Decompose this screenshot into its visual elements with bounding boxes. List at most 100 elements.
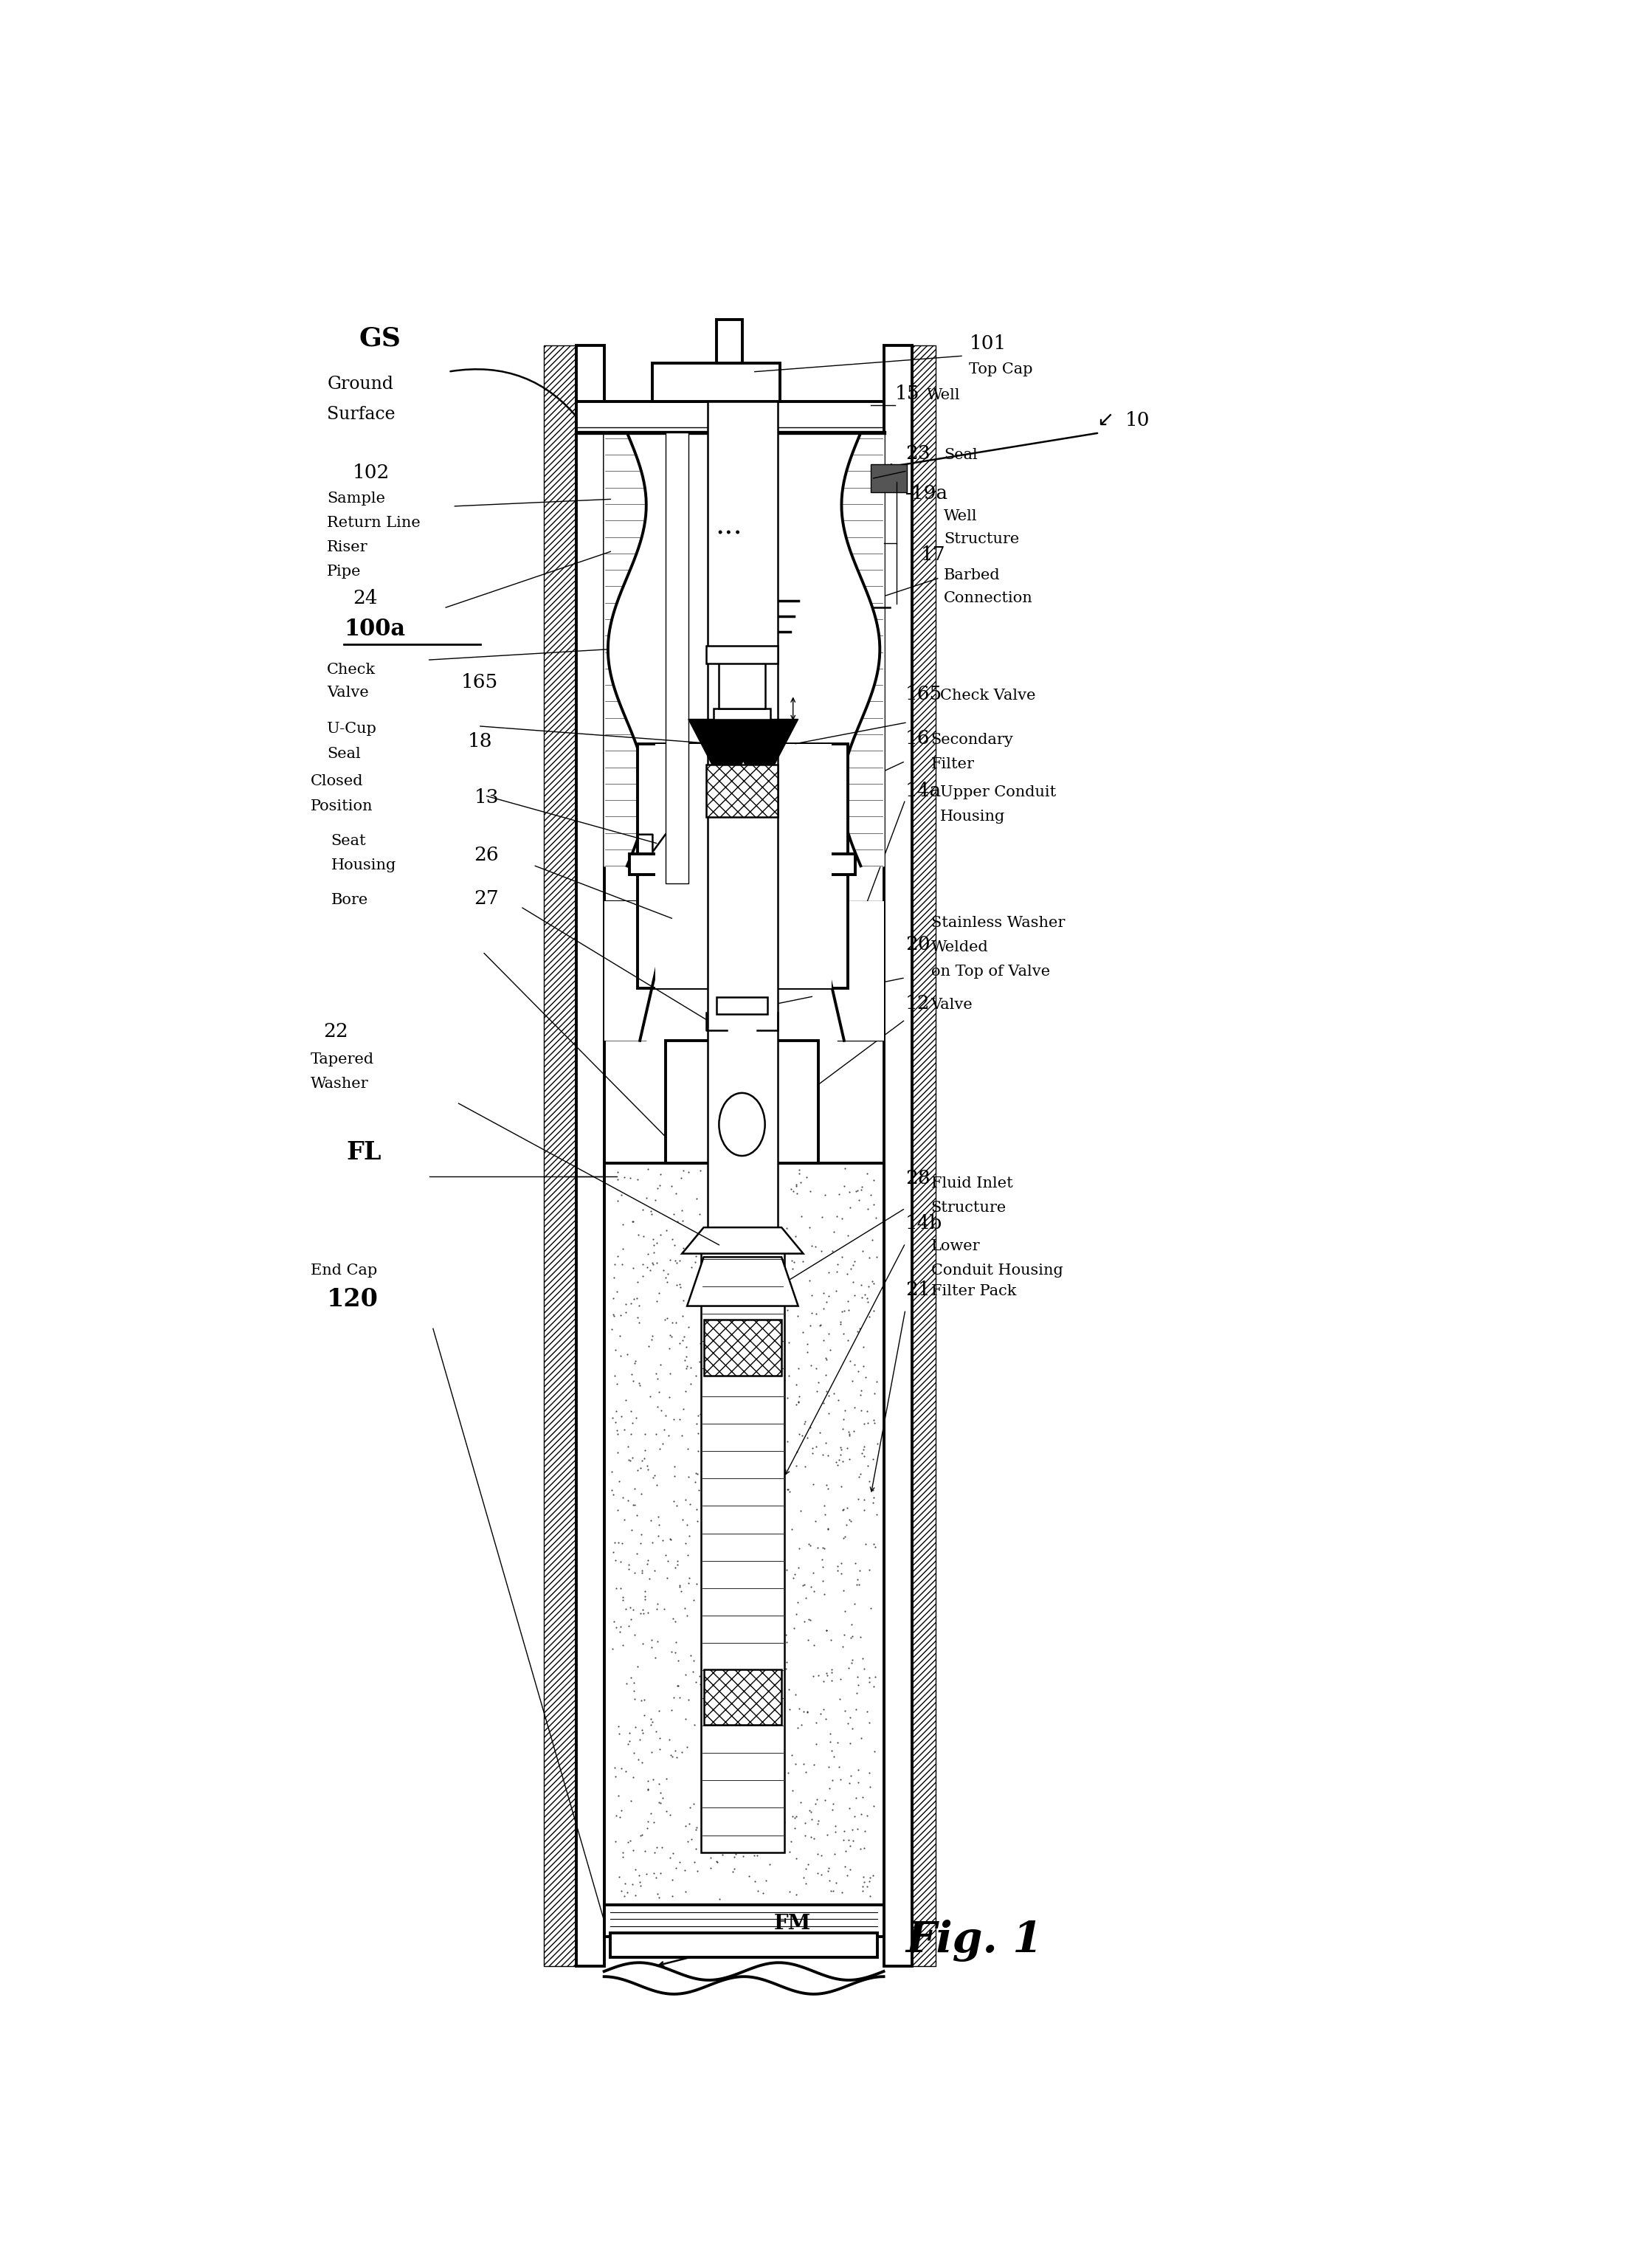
Point bbox=[776, 1873, 802, 1910]
Point bbox=[810, 1290, 837, 1327]
Point bbox=[685, 1433, 712, 1470]
Point bbox=[606, 1799, 632, 1835]
Point bbox=[759, 1730, 786, 1767]
Point bbox=[731, 1753, 758, 1789]
Point bbox=[626, 1288, 652, 1325]
Point bbox=[647, 1216, 674, 1252]
Point bbox=[634, 1542, 660, 1579]
Point bbox=[845, 1560, 871, 1597]
Point bbox=[815, 1853, 842, 1889]
Point bbox=[815, 1254, 842, 1290]
Point bbox=[861, 1529, 888, 1565]
Point bbox=[674, 1329, 700, 1365]
Text: FL: FL bbox=[346, 1141, 382, 1163]
Point bbox=[685, 1415, 712, 1452]
Point bbox=[677, 1486, 703, 1522]
Point bbox=[644, 1828, 670, 1864]
Point bbox=[837, 1828, 863, 1864]
Polygon shape bbox=[812, 900, 884, 1041]
Point bbox=[684, 1810, 710, 1846]
Point bbox=[774, 1755, 800, 1792]
Point bbox=[754, 1708, 781, 1744]
Point bbox=[830, 1411, 856, 1447]
Point bbox=[604, 1778, 631, 1814]
Point bbox=[837, 1501, 863, 1538]
Text: Washer: Washer bbox=[311, 1077, 369, 1091]
Point bbox=[657, 1520, 684, 1556]
Point bbox=[667, 1567, 693, 1603]
Point bbox=[796, 1263, 822, 1300]
Point bbox=[858, 1177, 884, 1213]
Point bbox=[616, 1590, 642, 1626]
Point bbox=[723, 1803, 749, 1839]
Point bbox=[598, 1454, 624, 1490]
Point bbox=[784, 1597, 810, 1633]
Point bbox=[657, 1329, 684, 1365]
Point bbox=[733, 1717, 759, 1753]
Point bbox=[840, 1823, 866, 1860]
Point bbox=[618, 1286, 644, 1322]
Point bbox=[629, 1191, 656, 1227]
Point bbox=[848, 1372, 875, 1408]
Text: Well: Well bbox=[927, 388, 960, 404]
Point bbox=[822, 1814, 848, 1851]
Point bbox=[608, 1792, 634, 1828]
Point bbox=[799, 1277, 825, 1313]
Point bbox=[860, 1787, 886, 1823]
Point bbox=[672, 1656, 698, 1692]
Point bbox=[860, 1857, 886, 1894]
Point bbox=[766, 1728, 792, 1765]
Point bbox=[664, 1740, 690, 1776]
Point bbox=[851, 1438, 878, 1474]
Point bbox=[690, 1771, 716, 1808]
Point bbox=[628, 1867, 654, 1903]
Point bbox=[842, 1390, 868, 1427]
Point bbox=[672, 1853, 698, 1889]
Point bbox=[828, 1293, 855, 1329]
Point bbox=[611, 1501, 637, 1538]
Text: 17: 17 bbox=[921, 547, 945, 565]
Point bbox=[629, 1551, 656, 1588]
Point bbox=[665, 1402, 692, 1438]
Text: Bore: Bore bbox=[331, 894, 367, 907]
Point bbox=[679, 1821, 705, 1857]
Point bbox=[830, 1821, 856, 1857]
Point bbox=[619, 1204, 646, 1241]
Point bbox=[799, 1436, 825, 1472]
Point bbox=[848, 1268, 875, 1304]
Point bbox=[682, 1243, 708, 1279]
Text: 26: 26 bbox=[474, 846, 499, 864]
Point bbox=[659, 1633, 685, 1669]
Point bbox=[845, 1354, 871, 1390]
Point bbox=[830, 1520, 856, 1556]
Point bbox=[797, 1408, 824, 1445]
Point bbox=[715, 1746, 741, 1783]
Point bbox=[776, 1672, 802, 1708]
Point bbox=[628, 1449, 654, 1486]
Point bbox=[685, 1397, 712, 1433]
Point bbox=[606, 1708, 632, 1744]
Point bbox=[851, 1812, 878, 1848]
Point bbox=[820, 1785, 847, 1821]
Point bbox=[804, 1295, 830, 1331]
Point bbox=[838, 1758, 865, 1794]
Point bbox=[603, 1393, 629, 1429]
Point bbox=[618, 1393, 644, 1429]
Point bbox=[665, 1569, 692, 1606]
Point bbox=[833, 1506, 860, 1542]
Point bbox=[847, 1554, 873, 1590]
Point bbox=[756, 1778, 782, 1814]
Point bbox=[855, 1284, 881, 1320]
Point bbox=[634, 1250, 660, 1286]
Point bbox=[667, 1266, 693, 1302]
Point bbox=[838, 1252, 865, 1288]
Point bbox=[619, 1250, 646, 1286]
Point bbox=[619, 1406, 646, 1442]
Point bbox=[804, 1726, 830, 1762]
Point bbox=[832, 1168, 858, 1204]
Point bbox=[670, 1390, 697, 1427]
Text: $\swarrow$: $\swarrow$ bbox=[1094, 411, 1113, 431]
Point bbox=[828, 1238, 855, 1275]
Point bbox=[632, 1415, 659, 1452]
Point bbox=[603, 1823, 629, 1860]
